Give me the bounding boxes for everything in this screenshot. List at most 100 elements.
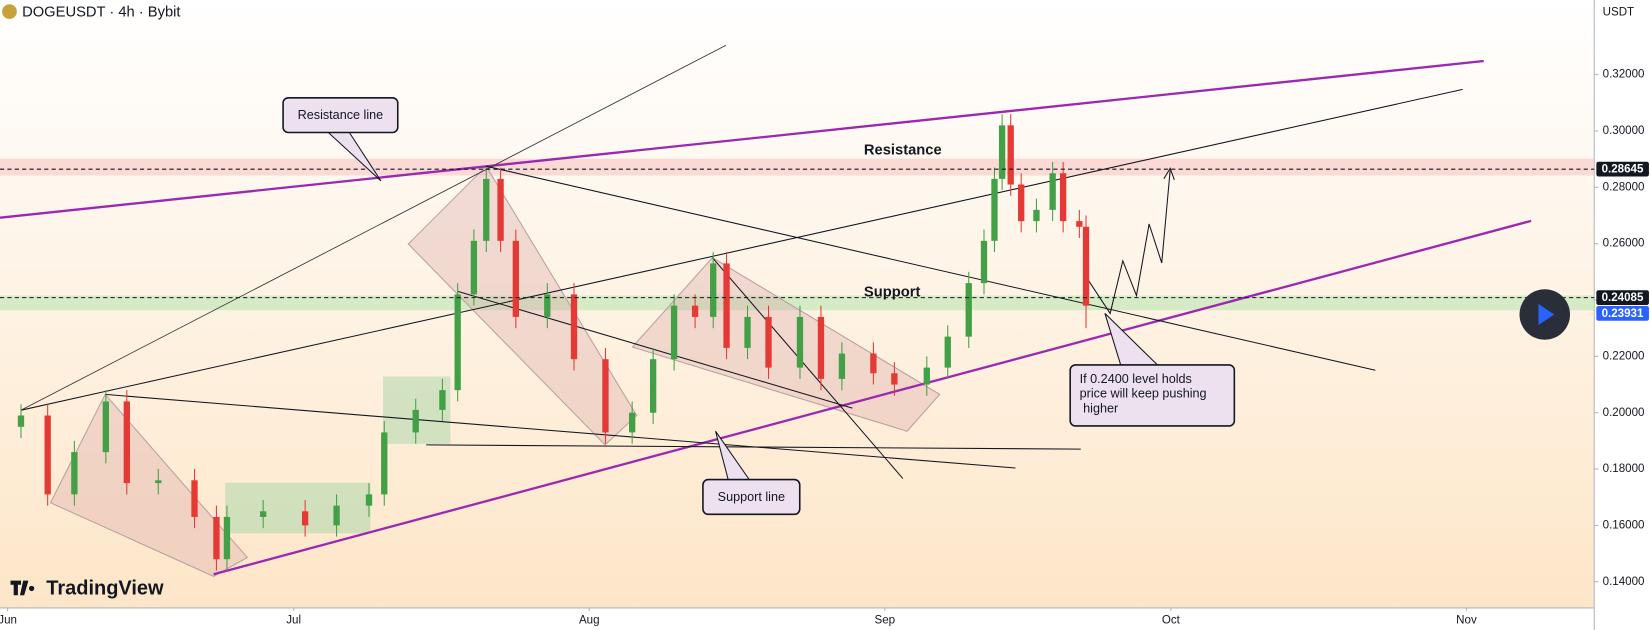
x-tick-label: Oct — [1162, 615, 1181, 627]
y-tick-label: 0.30000 — [1603, 125, 1645, 137]
candle-body — [998, 125, 1006, 179]
price-badge — [1596, 306, 1649, 321]
time-axis-bg — [0, 607, 1595, 630]
y-tick-label: 0.18000 — [1603, 463, 1645, 475]
y-tick-label: 0.22000 — [1603, 350, 1645, 362]
candle-body — [223, 516, 231, 560]
play-icon[interactable] — [1538, 303, 1555, 325]
price-badge-label: 0.24085 — [1602, 292, 1644, 304]
candle-body — [870, 353, 877, 374]
price-badge-label: 0.28645 — [1602, 164, 1644, 176]
projection-path — [1083, 170, 1171, 315]
symbol-title: DOGEUSDT · 4h · Bybit — [22, 5, 180, 21]
trend-line — [213, 219, 1532, 576]
candle-body — [765, 316, 772, 368]
zone-label: Resistance — [864, 142, 942, 158]
drawings — [0, 44, 1532, 577]
candle-body — [470, 240, 478, 295]
trend-line — [457, 290, 853, 409]
candle-body — [1059, 173, 1067, 222]
candle-body — [629, 412, 636, 433]
candle-body — [744, 316, 751, 348]
zone-label: Support — [864, 284, 921, 300]
range-box — [225, 482, 371, 534]
candle-body — [891, 373, 898, 385]
y-tick-label: 0.28000 — [1603, 181, 1645, 193]
brand-name: TradingView — [46, 577, 164, 599]
candle-body — [155, 480, 162, 484]
candle-body — [512, 240, 519, 317]
x-tick-label: Sep — [875, 615, 896, 627]
candle-body — [365, 494, 373, 506]
candle-body — [301, 511, 309, 526]
candle-body — [1033, 209, 1040, 222]
y-tick-label: 0.14000 — [1603, 576, 1645, 588]
candle-body — [191, 480, 198, 517]
candle-body — [796, 316, 804, 368]
candle-body — [333, 505, 340, 526]
channel-shape — [49, 393, 249, 577]
y-tick-label: 0.26000 — [1603, 238, 1645, 250]
y-tick-label: 0.20000 — [1603, 407, 1645, 419]
candle-body — [670, 305, 678, 360]
candle-body — [102, 401, 109, 453]
candle-body — [483, 178, 490, 241]
candle-body — [1007, 125, 1014, 185]
candle-body — [691, 305, 699, 317]
currency-label: USDT — [1603, 7, 1634, 19]
candle-body — [1049, 173, 1056, 210]
x-tick-label: Jun — [0, 615, 17, 627]
support-zone — [0, 295, 1595, 311]
candle-body — [381, 432, 388, 495]
candle-body — [497, 178, 504, 241]
candle-body — [602, 359, 609, 433]
candle-body — [838, 353, 846, 379]
x-tick-label: Nov — [1456, 615, 1477, 627]
candle-body — [817, 316, 825, 379]
channel-shape — [407, 165, 638, 446]
candle-body — [71, 452, 78, 495]
callout-text: Support line — [718, 490, 785, 504]
callouts: Resistance line Support line If 0.2400 l… — [282, 97, 1236, 516]
price-badge — [1596, 161, 1649, 177]
candle-body — [570, 294, 578, 360]
callout-text: If 0.2400 level holds — [1080, 372, 1192, 386]
callout-text: price will keep pushing — [1080, 387, 1207, 401]
trend-line — [486, 165, 1376, 371]
candle-body — [649, 359, 657, 413]
price-badge — [1596, 290, 1649, 305]
x-tick-label: Aug — [579, 615, 600, 627]
trend-line — [712, 257, 904, 479]
price-badge-label: 0.23931 — [1602, 308, 1644, 320]
candle-body — [1082, 226, 1090, 306]
trend-line — [20, 44, 727, 411]
candle-body — [213, 516, 220, 560]
candle-body — [1076, 221, 1083, 227]
symbol-icon — [2, 4, 17, 19]
candle-body — [544, 294, 551, 317]
x-tick-label: Jul — [286, 615, 301, 627]
candle-body — [412, 409, 419, 433]
candle-body — [944, 336, 951, 368]
candle-body — [710, 263, 717, 317]
candle-body — [723, 263, 730, 348]
trend-line — [105, 393, 1016, 469]
callout-box — [1069, 364, 1236, 427]
callout-text: higher — [1080, 401, 1119, 415]
trend-line — [0, 59, 1484, 219]
callout-text: Resistance line — [298, 108, 384, 122]
callout-box — [702, 478, 801, 516]
projection-arrowhead — [1163, 167, 1175, 181]
resistance-zone — [0, 158, 1595, 176]
candle-body — [260, 511, 267, 517]
candle-body — [454, 294, 461, 391]
y-tick-label: 0.16000 — [1603, 519, 1645, 531]
candle-body — [123, 401, 130, 484]
candle-body — [923, 367, 930, 385]
candle-body — [44, 415, 51, 495]
candle-body — [991, 178, 998, 241]
candle-body — [439, 390, 446, 410]
y-tick-label: 0.32000 — [1603, 69, 1645, 81]
candle-body — [1018, 184, 1025, 222]
